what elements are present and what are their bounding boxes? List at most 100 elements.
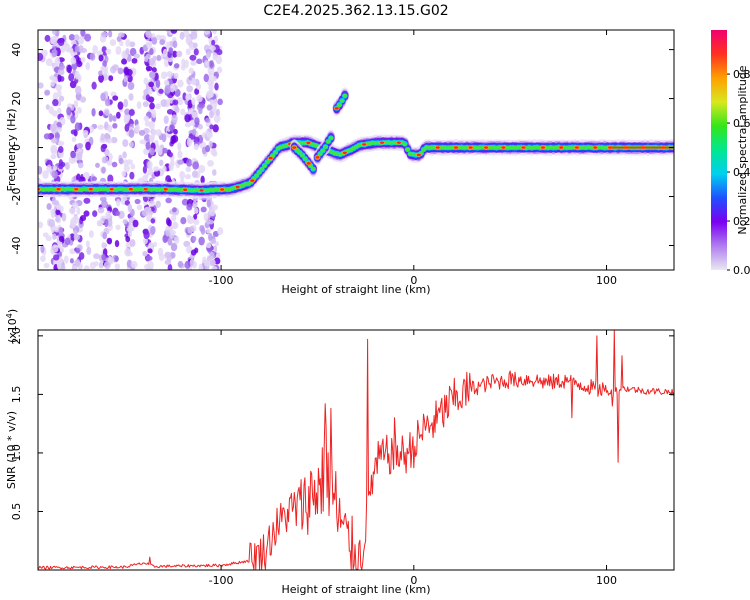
spectrogram-noise-speck [152, 241, 158, 248]
spectrogram-noise-speck [211, 266, 218, 270]
spectrogram-noise-speck [117, 101, 124, 110]
spectrogram-noise-speck [71, 265, 78, 270]
colorbar-tick-label: 0.4 [733, 166, 750, 179]
spectrogram-hotspot-core [521, 146, 526, 149]
spectrogram-noise-speck [177, 79, 184, 88]
spectrogram-noise-speck [108, 30, 113, 38]
spectrogram-noise-speck [192, 235, 197, 242]
spectrogram-hotspot-core [362, 143, 367, 146]
spectrogram-noise-speck [209, 99, 215, 106]
spectrogram-frame [37, 29, 675, 271]
spectrogram-noise-speck [129, 171, 135, 180]
spectrogram-noise-speck [85, 141, 91, 151]
spectrogram-track-mark [325, 139, 331, 144]
spectrogram-hotspot-core [306, 162, 311, 165]
spectrogram-noise-speck [209, 208, 216, 217]
spectrogram-noise-speck [58, 226, 64, 235]
colorbar-ticks: 0.0 0.2 0.4 0.6 0.8 [727, 68, 750, 277]
spectrogram-noise-speck [50, 154, 57, 160]
spectrogram-noise-speck [172, 50, 178, 58]
spectrogram-noise-speck [209, 110, 214, 119]
spectrogram-noise-speck [188, 67, 194, 74]
spectrogram-noise-speck [206, 104, 213, 111]
spectrogram-noise-speck [100, 31, 108, 38]
spectrogram-noise-speck [83, 265, 90, 270]
spectrogram-track-mark [339, 99, 345, 103]
spectrogram-noise-speck [170, 229, 176, 236]
snr-y-tick-label: 1.0 [10, 444, 23, 462]
spectrogram-noise-speck [112, 123, 118, 129]
spectrogram-track-mark [310, 166, 316, 171]
snr-y-tick-label: 1.5 [10, 386, 23, 404]
spectrogram-track-mark [342, 93, 348, 98]
spectrogram-noise-speck [134, 124, 140, 133]
spectrogram-noise-speck [171, 114, 178, 124]
snr-y-axis-title: SNR (10 * v/v) [5, 411, 18, 489]
colorbar-tick-label: 0.6 [733, 117, 750, 130]
spectrogram-noise-speck [57, 140, 65, 147]
spectrogram-noise-speck [77, 162, 84, 169]
spectrogram-noise-speck [192, 200, 198, 209]
spectrogram-noise-speck [83, 210, 90, 217]
spectrogram-noise-speck [185, 93, 191, 101]
spectrogram-noise-speck [74, 122, 81, 132]
spectrogram-x-tick-label: 0 [410, 274, 417, 287]
spectrogram-noise-speck [77, 142, 84, 149]
spectrogram-noise-speck [142, 165, 148, 174]
spectrogram-hotspot-core [268, 156, 273, 160]
spectrogram-noise-speck [51, 48, 58, 58]
spectrogram-noise-speck [130, 163, 136, 170]
spectrogram-noise-speck [216, 66, 223, 74]
spectrogram-noise-speck [206, 242, 212, 249]
spectrogram-noise-speck [58, 95, 65, 102]
spectrogram-noise-speck [188, 107, 194, 115]
spectrogram-hotspot-core [396, 141, 401, 144]
spectrogram-noise-speck [184, 174, 192, 180]
spectrogram-track-mark [405, 147, 411, 152]
spectrogram-noise-speck [92, 210, 98, 218]
spectrogram-noise-speck [194, 117, 200, 126]
spectrogram-noise-speck [136, 204, 143, 211]
spectrogram-noise-speck [84, 33, 92, 42]
spectrogram-noise-speck [40, 244, 45, 254]
spectrogram-noise-speck [210, 148, 216, 156]
spectrogram-noise-speck [215, 108, 221, 117]
spectrogram-noise-speck [104, 121, 109, 129]
spectrogram-noise-speck [177, 150, 183, 159]
spectrogram-y-tick-label: 0 [10, 144, 23, 151]
snr-exponent-power: 4 [5, 313, 14, 318]
spectrogram-noise-speck [158, 88, 164, 94]
spectrogram-noise-speck [80, 57, 86, 63]
spectrogram-noise-speck [66, 64, 72, 74]
spectrogram-noise-speck [148, 134, 155, 142]
spectrogram-noise-speck [102, 231, 108, 240]
spectrogram-noise-speck [56, 126, 62, 133]
spectrogram-noise-speck [145, 255, 153, 261]
snr-plot-area [38, 330, 674, 570]
spectrogram-noise-speck [162, 48, 168, 58]
spectrogram-noise-speck [198, 263, 204, 270]
spectrogram-noise-speck [78, 252, 85, 260]
spectrogram-noise-speck [180, 108, 186, 116]
spectrogram-noise-speck [111, 136, 118, 144]
spectrogram-noise-speck [143, 134, 150, 142]
spectrogram-noise-speck [217, 227, 224, 236]
spectrogram-x-axis: -100 0 100 [209, 30, 617, 287]
spectrogram-noise-speck [148, 81, 155, 88]
spectrogram-noise-speck [74, 70, 80, 80]
spectrogram-noise-speck [43, 262, 50, 269]
spectrogram-noise-speck [198, 164, 206, 174]
spectrogram-noise-speck [179, 31, 185, 40]
spectrogram-noise-speck [168, 47, 174, 54]
spectrogram-noise-speck [173, 128, 178, 135]
spectrogram-noise-speck [185, 48, 191, 56]
spectrogram-noise-speck [42, 170, 49, 179]
spectrogram-noise-speck [139, 139, 146, 145]
spectrogram-noise-speck [169, 83, 176, 93]
spectrogram-noise-speck [119, 40, 124, 47]
spectrogram-noise-speck [73, 233, 80, 241]
spectrogram-noise-speck [206, 132, 213, 139]
spectrogram-noise-speck [110, 65, 117, 74]
spectrogram-noise-speck [189, 54, 197, 61]
spectrogram-hotspot-core [559, 146, 564, 149]
